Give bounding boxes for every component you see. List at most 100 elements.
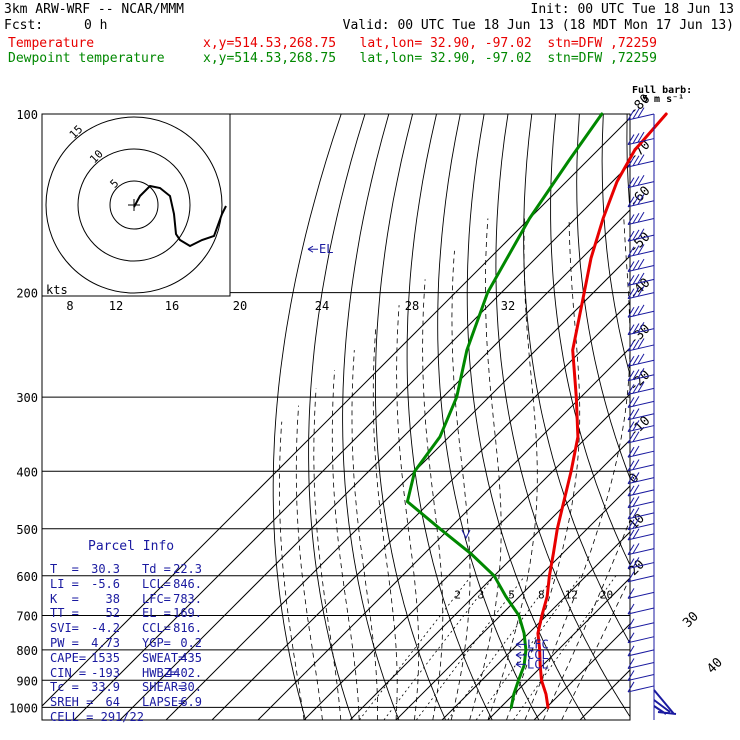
barb-flag [627,473,635,484]
barb-staff [627,413,655,421]
barb-staff [627,501,655,509]
level-marker-arrow [515,651,522,659]
barb-flag [627,384,635,395]
wind-barb [627,368,655,382]
surface-wind-barb [653,689,677,715]
speed-tick-label: 32 [501,299,515,313]
level-marker-arrow [307,245,314,253]
speed-tick-label: 12 [109,299,123,313]
barb-flag [627,421,635,432]
speed-tick-label: 28 [405,299,419,313]
moist-adiabat-line [506,218,581,720]
parcel-param-label: LAPSE= [142,695,186,710]
mixing-ratio-label: 3 [478,588,485,601]
barb-flag [627,340,635,352]
barb-staff [627,113,655,121]
wind-barb [627,285,655,300]
parcel-param-label: PW = [50,636,79,650]
barb-flag [627,196,635,207]
barb-flag [637,285,645,297]
parcel-param-value: 4.73 [91,636,120,650]
barb-staff [627,464,655,472]
parcel-param-label: SVI= [50,621,79,636]
barb-flag [627,460,635,472]
barb-flag [627,618,635,630]
barb-flag [627,544,635,555]
barb-flag [627,214,635,225]
dry-adiabat-line [651,114,740,720]
barb-flag [632,496,640,507]
wind-barb [627,588,655,599]
barb-flag [632,420,640,431]
isotherm-line [257,347,630,720]
init-time: Init: 00 UTC Tue 18 Jun 13 [530,2,735,17]
wind-barb [627,131,655,146]
isotherm-line [303,393,630,720]
parcel-param-label: EL = [142,606,171,621]
moist-adiabat-line [524,218,630,720]
barb-staff [627,264,655,272]
dry-adiabat-line [576,114,630,480]
dewpoint-location: x,y=514.53,268.75 lat,lon= 32.90, -97.02… [203,51,657,66]
isotherm-line [73,163,630,720]
valid-time: Valid: 00 UTC Tue 18 Jun 13 (18 MDT Mon … [342,18,734,33]
parcel-param-value: 4402. [166,665,203,680]
barb-staff [627,562,655,570]
hodograph-ring [45,116,223,294]
barb-flag [637,368,645,379]
parcel-param-value: 30. [180,680,202,695]
barb-flag [627,261,635,272]
mixing-ratio-label: 12 [565,588,578,601]
wind-barb [627,645,655,657]
barb-flag [632,108,640,120]
cell-value: 291/22 [100,710,144,724]
parcel-param-label: CCL= [142,621,171,636]
wind-barb [627,154,655,168]
speed-tick-label: 16 [165,299,179,313]
level-marker-label: EL [319,242,333,256]
parcel-param-value: 169. [173,606,202,621]
wind-barb [627,472,655,485]
barb-flag [627,324,635,335]
wind-barb [627,543,655,556]
hodograph-ring [109,180,159,230]
parcel-param-value: 33.9 [91,680,120,695]
level-marker-label: CCL [527,648,549,662]
isotherm-line [395,485,630,720]
fcst-value: 0 h [84,18,108,33]
barb-flag [632,528,640,539]
parcel-param-value: 846. [173,576,202,591]
barb-flag [632,408,640,419]
moist-adiabat-line [396,305,420,720]
parcel-param-value: 783. [173,591,202,606]
barb-flag [637,244,645,255]
wind-barb [627,484,655,497]
barb-flag [632,195,640,206]
dry-adiabat-line [550,114,630,566]
moist-adiabat-line [422,279,444,720]
dry-adiabat-line [342,114,400,720]
barb-flag [627,288,635,299]
barb-flag [632,273,640,285]
barb-flag [627,681,635,693]
level-marker-label: LCL [527,657,549,671]
barb-staff [627,512,655,520]
isotherm-line [487,577,630,720]
wind-barb [627,244,655,258]
barb-flag [637,381,645,393]
barb-flag [632,484,640,495]
parcel-param-value: -193 [91,665,120,680]
wind-barb [627,459,655,472]
barb-flag [637,174,645,186]
barb-staff [627,636,655,644]
parcel-param-value: -5.6 [91,576,120,591]
barb-staff [627,160,655,168]
pressure-label: 200 [16,287,38,301]
barb-flag [632,213,640,224]
mixing-ratio-line [513,575,617,720]
barb-flag [627,409,635,421]
dry-adiabat-line [675,114,740,720]
dry-adiabat-line [495,114,630,718]
temperature-legend: Temperature [8,36,95,51]
temperature-curve [536,112,668,709]
